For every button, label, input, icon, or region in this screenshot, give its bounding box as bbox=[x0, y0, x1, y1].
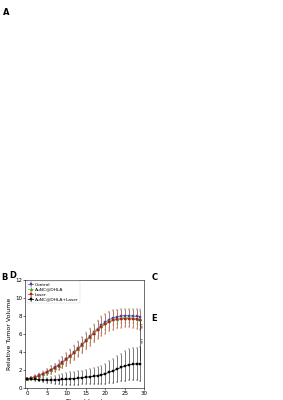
Text: C: C bbox=[151, 273, 157, 282]
Legend: Control, AuNC@DHLA, Laser, AuNC@DHLA+Laser: Control, AuNC@DHLA, Laser, AuNC@DHLA+Las… bbox=[27, 281, 80, 303]
Text: D: D bbox=[9, 271, 16, 280]
Y-axis label: Relative Tumor Volume: Relative Tumor Volume bbox=[7, 298, 12, 370]
Text: A: A bbox=[3, 8, 9, 17]
Text: E: E bbox=[151, 314, 157, 323]
X-axis label: Time (days): Time (days) bbox=[67, 399, 103, 400]
Text: ***: *** bbox=[142, 337, 145, 344]
Text: B: B bbox=[1, 273, 8, 282]
Text: ***: *** bbox=[142, 322, 145, 328]
